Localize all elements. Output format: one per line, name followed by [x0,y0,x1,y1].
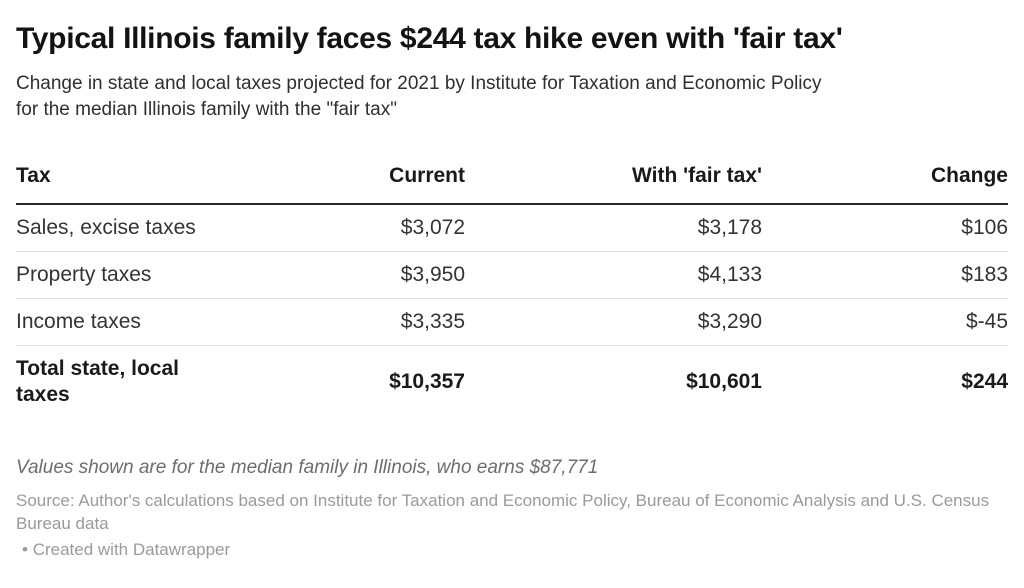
current-value: $10,357 [389,370,465,393]
bullet-glyph: • [22,540,28,559]
fair-tax-value: $3,290 [465,298,762,346]
tax-label: Income taxes [16,298,201,346]
change-value: $-45 [762,298,1008,346]
chart-title: Typical Illinois family faces $244 tax h… [16,22,843,55]
change-value: $183 [762,251,1008,299]
column-header-change: Change [762,157,1008,205]
current-value: $3,335 [201,298,465,346]
tax-label: Property taxes [16,251,201,299]
fair-tax-value: $3,178 [465,204,762,252]
datawrapper-attribution-link[interactable]: Created with Datawrapper [32,540,231,559]
chart-subtitle-line1: Change in state and local taxes projecte… [16,73,822,94]
current-value: $3,950 [201,251,465,299]
tax-table: Tax Current With 'fair tax' Change Sales… [16,157,1008,418]
tax-label: Sales, excise taxes [16,204,201,252]
column-header-fair-tax: With 'fair tax' [465,157,762,205]
datawrapper-attribution: • Created with Datawrapper [16,538,1008,561]
table-row-total: Total state, local taxes $10,357 $10,601… [16,346,1008,419]
column-header-tax: Tax [16,157,201,205]
fair-tax-value: $10,601 [686,370,762,393]
tax-label: Total state, local taxes [16,357,179,406]
change-value: $244 [961,370,1008,393]
table-row-income: Income taxes $3,335 $3,290 $-45 [16,298,1008,346]
current-value: $3,072 [201,204,465,252]
source-line: Source: Author's calculations based on I… [16,491,990,533]
change-value: $106 [762,204,1008,252]
column-header-current: Current [201,157,465,205]
chart-subtitle-line2: for the median Illinois family with the … [16,99,397,120]
fair-tax-value: $4,133 [465,251,762,299]
chart-subtitle: Change in state and local taxes projecte… [16,71,1008,123]
table-header-row: Tax Current With 'fair tax' Change [16,157,1008,205]
table-row-property: Property taxes $3,950 $4,133 $183 [16,251,1008,299]
table-row-sales-excise: Sales, excise taxes $3,072 $3,178 $106 [16,204,1008,252]
chart-footnote: Values shown are for the median family i… [16,457,599,478]
